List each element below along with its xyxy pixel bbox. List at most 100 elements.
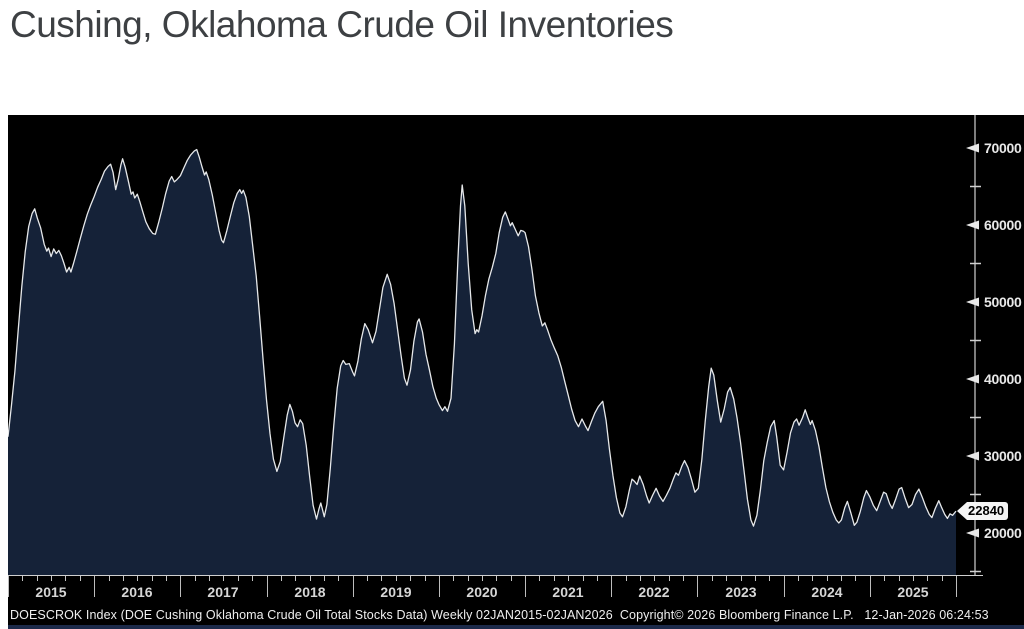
x-minor-tick	[741, 576, 742, 581]
x-minor-tick	[324, 576, 325, 581]
series-line	[8, 148, 957, 527]
x-minor-tick	[913, 576, 914, 581]
x-minor-tick	[755, 576, 756, 581]
x-minor-tick	[496, 576, 497, 581]
x-year-label: 2018	[294, 584, 326, 600]
y-axis-label: 20000	[984, 525, 1022, 541]
x-year-label: 2025	[897, 584, 929, 600]
x-year-label: 2019	[380, 584, 412, 600]
x-year-label: 2015	[35, 584, 67, 600]
x-minor-tick	[252, 576, 253, 581]
x-year-separator	[525, 576, 526, 597]
y-major-tick-icon	[966, 374, 979, 384]
x-minor-tick	[827, 576, 828, 581]
x-minor-tick	[468, 576, 469, 581]
badge-arrow-icon	[957, 502, 967, 521]
x-year-label: 2022	[638, 584, 670, 600]
footer-text: DOESCROK Index (DOE Cushing Oklahoma Cru…	[10, 608, 989, 622]
x-minor-tick	[281, 576, 282, 581]
x-year-separator	[353, 576, 354, 597]
x-minor-tick	[841, 576, 842, 581]
x-year-label: 2020	[466, 584, 498, 600]
x-minor-tick	[899, 576, 900, 581]
x-minor-tick	[367, 576, 368, 581]
x-minor-tick	[209, 576, 210, 581]
y-axis-label: 60000	[984, 217, 1022, 233]
x-minor-tick	[109, 576, 110, 581]
x-year-separator	[784, 576, 785, 597]
x-minor-tick	[712, 576, 713, 581]
area-fill	[8, 149, 956, 575]
inventory-area-chart	[8, 115, 981, 575]
x-minor-tick	[583, 576, 584, 581]
last-value-badge: 22840	[957, 502, 1009, 521]
x-year-separator	[956, 576, 957, 597]
x-minor-tick	[51, 576, 52, 581]
x-minor-tick	[539, 576, 540, 581]
x-minor-tick	[927, 576, 928, 581]
x-minor-tick	[769, 576, 770, 581]
x-minor-tick	[152, 576, 153, 581]
x-minor-tick	[295, 576, 296, 581]
x-year-separator	[697, 576, 698, 597]
y-major-tick-icon	[966, 528, 979, 538]
x-year-label: 2021	[552, 584, 584, 600]
x-minor-tick	[223, 576, 224, 581]
x-year-separator	[180, 576, 181, 597]
plot-area: 70000 60000 50000 40000 30000 20000 22840	[8, 115, 1024, 575]
x-minor-tick	[338, 576, 339, 581]
x-minor-tick	[855, 576, 856, 581]
x-minor-tick	[410, 576, 411, 581]
y-major-tick-icon	[966, 297, 979, 307]
x-minor-tick	[726, 576, 727, 581]
x-minor-tick	[238, 576, 239, 581]
y-axis-label: 70000	[984, 140, 1022, 156]
x-minor-tick	[812, 576, 813, 581]
x-minor-tick	[37, 576, 38, 581]
x-minor-tick	[166, 576, 167, 581]
x-minor-tick	[654, 576, 655, 581]
x-minor-tick	[626, 576, 627, 581]
x-minor-tick	[554, 576, 555, 581]
x-minor-tick	[511, 576, 512, 581]
x-minor-tick	[798, 576, 799, 581]
x-year-label: 2024	[811, 584, 843, 600]
x-year-separator	[439, 576, 440, 597]
x-year-separator	[267, 576, 268, 597]
x-year-separator	[8, 576, 9, 597]
x-minor-tick	[482, 576, 483, 581]
x-minor-tick	[568, 576, 569, 581]
x-minor-tick	[22, 576, 23, 581]
x-minor-tick	[669, 576, 670, 581]
x-minor-tick	[884, 576, 885, 581]
x-axis-line	[8, 575, 983, 576]
x-year-label: 2016	[121, 584, 153, 600]
x-year-separator	[611, 576, 612, 597]
x-year-label: 2023	[725, 584, 757, 600]
x-minor-tick	[137, 576, 138, 581]
x-minor-tick	[453, 576, 454, 581]
x-minor-tick	[942, 576, 943, 581]
x-year-separator	[870, 576, 871, 597]
bloomberg-chart-panel: 70000 60000 50000 40000 30000 20000 22840 201…	[8, 115, 1024, 629]
x-minor-tick	[381, 576, 382, 581]
y-axis-label: 50000	[984, 294, 1022, 310]
page-title: Cushing, Oklahoma Crude Oil Inventories	[10, 4, 674, 45]
y-axis-label: 30000	[984, 448, 1022, 464]
x-minor-tick	[683, 576, 684, 581]
y-major-tick-icon	[966, 220, 979, 230]
x-minor-tick	[195, 576, 196, 581]
x-minor-tick	[640, 576, 641, 581]
y-major-tick-icon	[966, 143, 979, 153]
x-minor-tick	[80, 576, 81, 581]
status-bar: DOESCROK Index (DOE Cushing Oklahoma Cru…	[8, 605, 1024, 625]
x-year-separator	[94, 576, 95, 597]
bottom-strip	[8, 625, 1024, 629]
y-major-tick-icon	[966, 451, 979, 461]
x-minor-tick	[425, 576, 426, 581]
x-minor-tick	[396, 576, 397, 581]
x-axis: 2015 2016 2017 2018 2019 2020 2021 2022 2023 2024…	[8, 575, 1024, 605]
x-year-label: 2017	[207, 584, 239, 600]
y-axis-label: 40000	[984, 371, 1022, 387]
x-minor-tick	[123, 576, 124, 581]
